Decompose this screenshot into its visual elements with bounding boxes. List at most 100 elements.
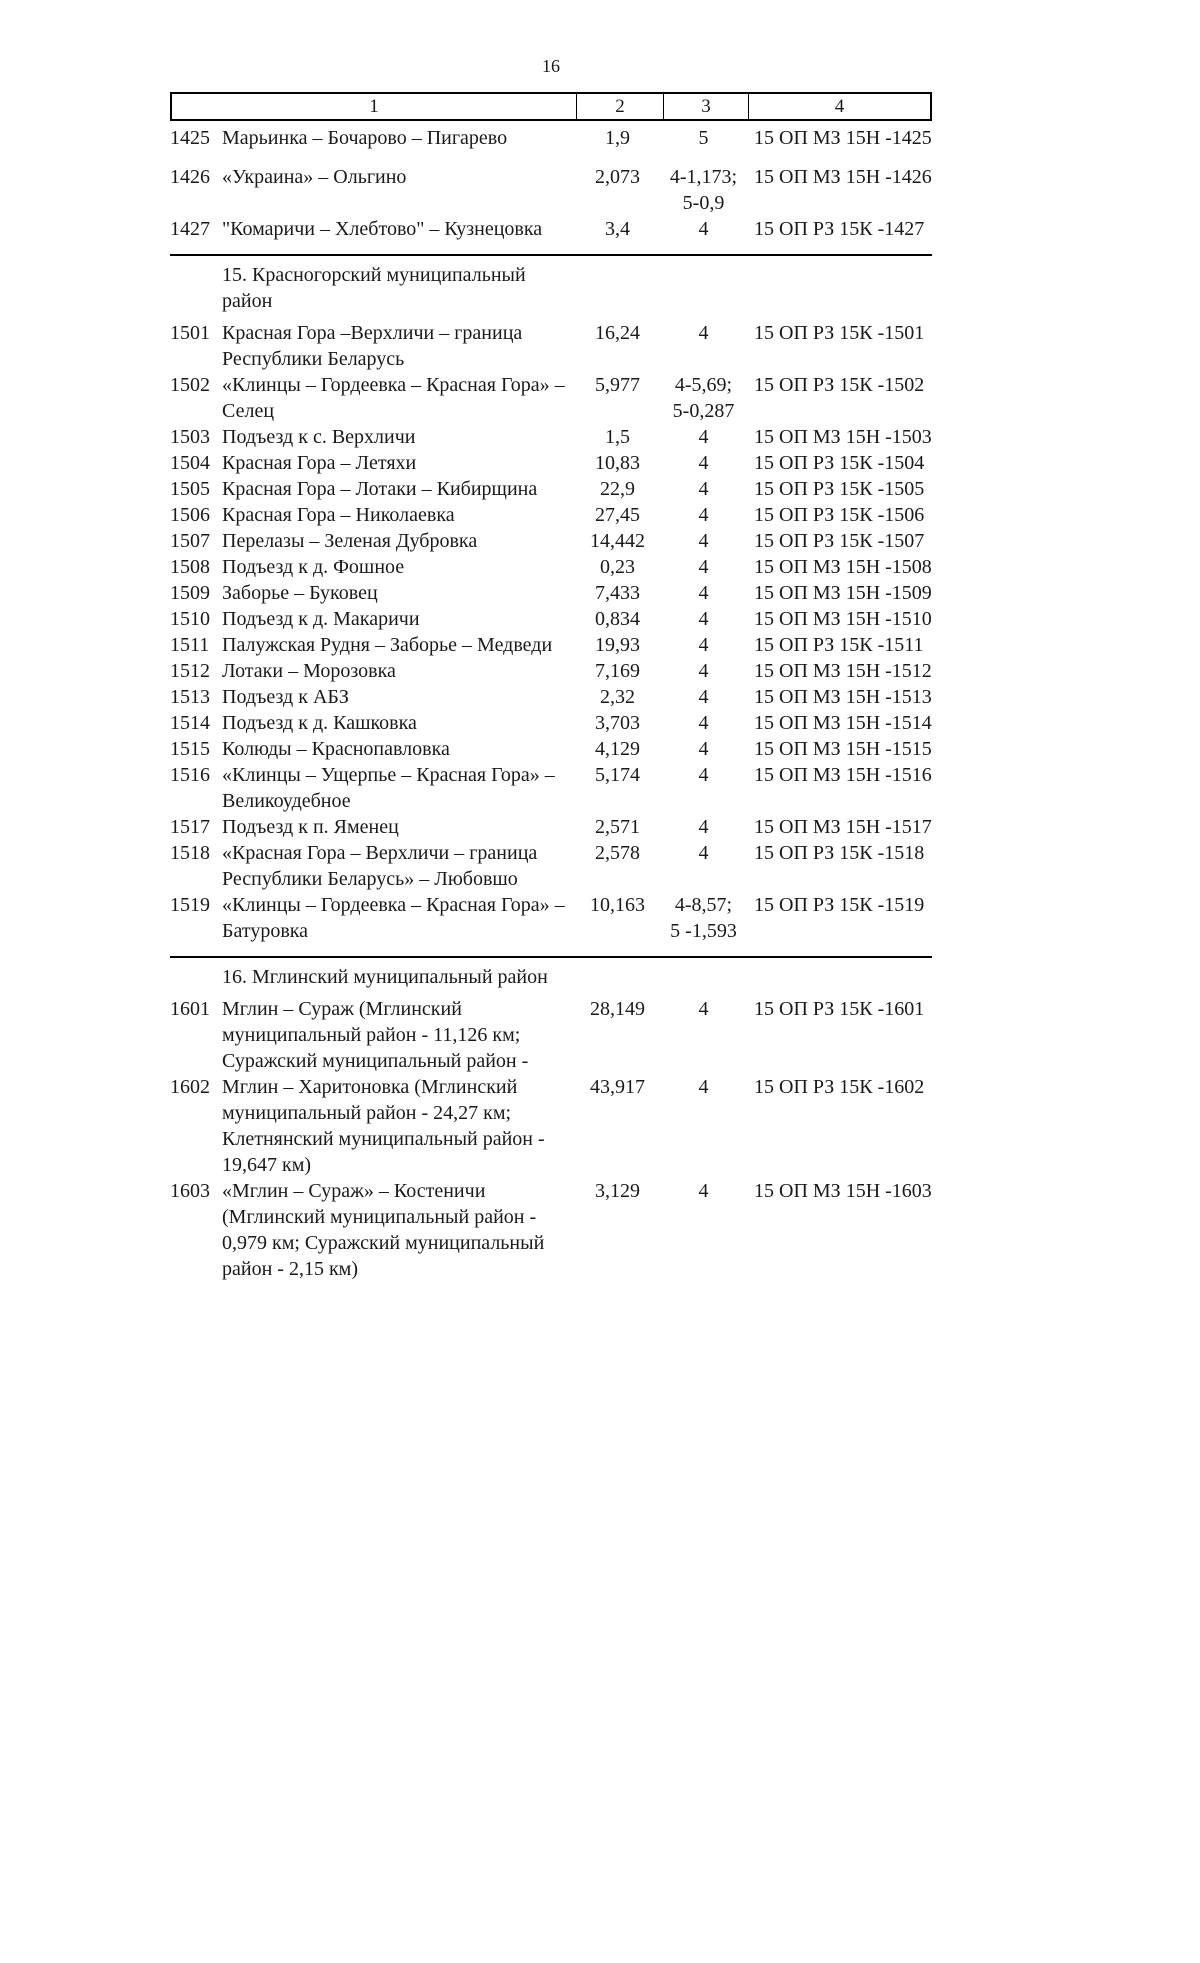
road-row: 1512 Лотаки – Морозовка 7,169 4 15 ОП МЗ 15Н… xyxy=(170,658,932,684)
road-row: 1601 Мглин – Сураж (Мглинский муниципальн… xyxy=(170,996,932,1074)
road-category: 4 xyxy=(698,556,709,578)
road-reg-number: 15 ОП РЗ 15К -1427 xyxy=(754,218,925,240)
road-reg-number: 15 ОП МЗ 15Н -1513 xyxy=(754,686,932,708)
road-length-km: 10,163 xyxy=(590,894,645,916)
section-header-row: 16. Мглинский муниципальный район xyxy=(170,964,932,990)
road-name: Подъезд к с. Верхличи xyxy=(222,426,416,448)
road-reg-number: 15 ОП МЗ 15Н -1515 xyxy=(754,738,932,760)
road-id: 1603 xyxy=(170,1180,210,1202)
section-header-row: 15. Красногорский муниципальный район xyxy=(170,262,932,314)
road-reg-number: 15 ОП МЗ 15Н -1508 xyxy=(754,556,932,578)
road-row: 1509 Заборье – Буковец 7,433 4 15 ОП МЗ 15Н … xyxy=(170,580,932,606)
column-header-2: 2 xyxy=(576,94,663,120)
road-reg-number: 15 ОП РЗ 15К -1505 xyxy=(754,478,925,500)
road-length-km: 1,9 xyxy=(605,127,630,149)
road-category: 4 xyxy=(698,712,709,734)
road-length-km: 43,917 xyxy=(590,1076,645,1098)
road-id: 1512 xyxy=(170,660,210,682)
road-category: 4 xyxy=(698,218,709,240)
road-name: Колюды – Краснопавловка xyxy=(222,738,450,760)
road-reg-number: 15 ОП МЗ 15Н -1603 xyxy=(754,1180,932,1202)
road-id: 1513 xyxy=(170,686,210,708)
road-id: 1514 xyxy=(170,712,210,734)
road-row: 1514 Подъезд к д. Кашковка 3,703 4 15 ОП МЗ … xyxy=(170,710,932,736)
road-row: 1501 Красная Гора –Верхличи – граница Рес… xyxy=(170,320,932,372)
road-reg-number: 15 ОП МЗ 15Н -1516 xyxy=(754,764,932,786)
road-category: 4 xyxy=(698,582,709,604)
road-length-km: 7,433 xyxy=(595,582,640,604)
column-header-3: 3 xyxy=(663,94,748,120)
road-name: Палужская Рудня – Заборье – Медведи xyxy=(222,634,553,656)
road-row: 1506 Красная Гора – Николаевка 27,45 4 15 ОП… xyxy=(170,502,932,528)
road-length-km: 3,4 xyxy=(605,218,630,240)
road-id: 1515 xyxy=(170,738,210,760)
road-category: 4 xyxy=(698,738,709,760)
road-category: 4-1,173; 5-0,9 xyxy=(669,166,738,214)
road-reg-number: 15 ОП МЗ 15Н -1512 xyxy=(754,660,932,682)
road-name: "Комаричи – Хлебтово" – Кузнецовка xyxy=(222,218,543,240)
road-category: 4 xyxy=(698,634,709,656)
road-name: Подъезд к д. Макаричи xyxy=(222,608,420,630)
road-reg-number: 15 ОП РЗ 15К -1601 xyxy=(754,998,925,1020)
road-category: 4 xyxy=(698,998,709,1020)
road-category: 4 xyxy=(698,764,709,786)
road-length-km: 2,578 xyxy=(595,842,640,864)
road-category: 4 xyxy=(698,322,709,344)
road-name: «Клинцы – Гордеевка – Красная Гора» – Се… xyxy=(222,374,565,422)
road-length-km: 2,571 xyxy=(595,816,640,838)
road-length-km: 28,149 xyxy=(590,998,645,1020)
road-reg-number: 15 ОП МЗ 15Н -1425 xyxy=(754,127,932,149)
road-id: 1505 xyxy=(170,478,210,500)
road-reg-number: 15 ОП РЗ 15К -1519 xyxy=(754,894,925,916)
road-reg-number: 15 ОП РЗ 15К -1504 xyxy=(754,452,925,474)
road-category: 4 xyxy=(698,452,709,474)
road-reg-number: 15 ОП МЗ 15Н -1517 xyxy=(754,816,932,838)
road-category: 4 xyxy=(698,816,709,838)
road-reg-number: 15 ОП МЗ 15Н -1509 xyxy=(754,582,932,604)
road-reg-number: 15 ОП МЗ 15Н -1503 xyxy=(754,426,932,448)
road-category: 4 xyxy=(698,660,709,682)
road-category: 4-8,57; 5 -1,593 xyxy=(670,894,737,942)
road-id: 1508 xyxy=(170,556,210,578)
road-name: Подъезд к д. Кашковка xyxy=(222,712,417,734)
road-id: 1426 xyxy=(170,166,210,188)
road-id: 1516 xyxy=(170,764,210,786)
road-length-km: 0,23 xyxy=(600,556,635,578)
road-length-km: 16,24 xyxy=(595,322,640,344)
road-length-km: 2,073 xyxy=(595,166,640,188)
road-reg-number: 15 ОП РЗ 15К -1511 xyxy=(754,634,924,656)
road-name: «Украина» – Ольгино xyxy=(222,166,407,188)
road-category: 4 xyxy=(698,426,709,448)
road-id: 1502 xyxy=(170,374,210,396)
road-row: 1503 Подъезд к с. Верхличи 1,5 4 15 ОП МЗ 15… xyxy=(170,424,932,450)
road-id: 1507 xyxy=(170,530,210,552)
road-length-km: 2,32 xyxy=(600,686,635,708)
column-header-4: 4 xyxy=(748,94,930,120)
road-name: Мглин – Харитоновка (Мглинский муниципал… xyxy=(222,1076,545,1176)
road-length-km: 10,83 xyxy=(595,452,640,474)
road-row: 1602 Мглин – Харитоновка (Мглинский муниц… xyxy=(170,1074,932,1178)
road-length-km: 5,174 xyxy=(595,764,640,786)
section-divider-line xyxy=(170,254,932,256)
road-row: 1516 «Клинцы – Ущерпье – Красная Гора» – … xyxy=(170,762,932,814)
road-reg-number: 15 ОП РЗ 15К -1507 xyxy=(754,530,925,552)
road-name: Красная Гора – Николаевка xyxy=(222,504,455,526)
section-divider-line xyxy=(170,956,932,958)
road-length-km: 27,45 xyxy=(595,504,640,526)
road-name: «Клинцы – Ущерпье – Красная Гора» – Вели… xyxy=(222,764,555,812)
road-name: Марьинка – Бочарово – Пигарево xyxy=(222,127,508,149)
road-id: 1427 xyxy=(170,218,210,240)
road-name: Заборье – Буковец xyxy=(222,582,378,604)
road-name: «Мглин – Сураж» – Костеничи (Мглинский м… xyxy=(222,1180,545,1280)
road-reg-number: 15 ОП МЗ 15Н -1426 xyxy=(754,166,932,188)
road-id: 1511 xyxy=(170,634,210,656)
road-name: Перелазы – Зеленая Дубровка xyxy=(222,530,478,552)
road-category: 4 xyxy=(698,504,709,526)
road-length-km: 0,834 xyxy=(595,608,640,630)
road-id: 1517 xyxy=(170,816,210,838)
road-category: 4 xyxy=(698,478,709,500)
road-length-km: 3,129 xyxy=(595,1180,640,1202)
road-category: 5 xyxy=(698,127,709,149)
road-id: 1602 xyxy=(170,1076,210,1098)
